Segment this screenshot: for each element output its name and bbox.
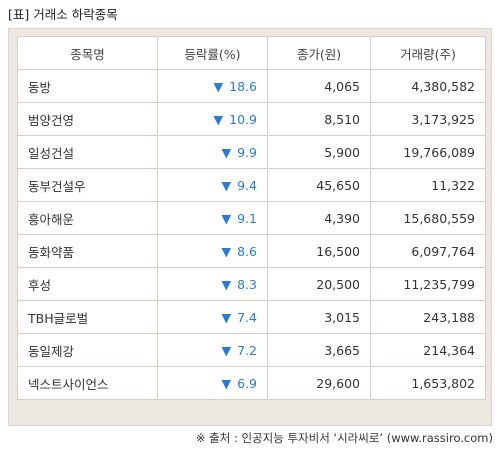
change-rate-value: 7.2 [237,342,257,358]
volume-cell: 11,235,799 [370,267,486,301]
volume-cell: 243,188 [370,300,486,334]
down-triangle-icon: ▼ [221,276,232,292]
change-rate-cell: ▼ 10.9 [157,102,268,136]
close-price-cell: 3,015 [267,300,371,334]
stock-name-cell: 흥아해운 [17,201,158,235]
table-row: 동일제강 ▼ 7.2 3,665 214,364 [17,333,486,367]
close-price-cell: 4,390 [267,201,371,235]
source-note: ※ 출처 : 인공지능 투자비서 ‘시라씨로’ (www.rassiro.com… [195,431,493,445]
stock-name-cell: TBH글로벌 [17,300,158,334]
change-rate-cell: ▼ 9.4 [157,168,268,202]
change-rate-cell: ▼ 7.2 [157,333,268,367]
table-frame: 종목명 등락률(%) 종가(원) 거래량(주) 동방 ▼ 18.6 4,065 4,38… [8,28,492,426]
volume-cell: 15,680,559 [370,201,486,235]
table-caption: [표] 거래소 하락종목 [8,7,118,22]
change-rate-value: 9.9 [237,144,257,160]
change-rate-cell: ▼ 8.3 [157,267,268,301]
volume-cell: 19,766,089 [370,135,486,169]
down-triangle-icon: ▼ [221,309,232,325]
down-triangle-icon: ▼ [213,78,224,94]
header-change: 등락률(%) [157,36,268,70]
table-row: 넥스트사이언스 ▼ 6.9 29,600 1,653,802 [17,366,486,400]
stock-name-cell: 동일제강 [17,333,158,367]
volume-cell: 214,364 [370,333,486,367]
table-row: 범양건영 ▼ 10.9 8,510 3,173,925 [17,102,486,136]
volume-cell: 11,322 [370,168,486,202]
header-row: 종목명 등락률(%) 종가(원) 거래량(주) [17,36,486,70]
close-price-cell: 20,500 [267,267,371,301]
change-rate-cell: ▼ 18.6 [157,69,268,103]
stock-name-cell: 범양건영 [17,102,158,136]
table-row: 흥아해운 ▼ 9.1 4,390 15,680,559 [17,201,486,235]
down-triangle-icon: ▼ [221,243,232,259]
down-triangle-icon: ▼ [221,375,232,391]
stock-table: 종목명 등락률(%) 종가(원) 거래량(주) 동방 ▼ 18.6 4,065 4,38… [17,36,486,400]
header-close: 종가(원) [267,36,371,70]
volume-cell: 6,097,764 [370,234,486,268]
header-volume: 거래량(주) [370,36,486,70]
change-rate-value: 7.4 [237,309,257,325]
change-rate-value: 9.1 [237,210,257,226]
stock-name-cell: 일성건설 [17,135,158,169]
close-price-cell: 3,665 [267,333,371,367]
change-rate-value: 8.6 [237,243,257,259]
stock-name-cell: 넥스트사이언스 [17,366,158,400]
header-name: 종목명 [17,36,158,70]
table-row: 동화약품 ▼ 8.6 16,500 6,097,764 [17,234,486,268]
change-rate-value: 18.6 [229,78,257,94]
change-rate-cell: ▼ 9.1 [157,201,268,235]
close-price-cell: 4,065 [267,69,371,103]
volume-cell: 1,653,802 [370,366,486,400]
change-rate-value: 8.3 [237,276,257,292]
change-rate-cell: ▼ 8.6 [157,234,268,268]
table-row: 후성 ▼ 8.3 20,500 11,235,799 [17,267,486,301]
change-rate-cell: ▼ 7.4 [157,300,268,334]
down-triangle-icon: ▼ [221,342,232,358]
volume-cell: 3,173,925 [370,102,486,136]
stock-name-cell: 동부건설우 [17,168,158,202]
down-triangle-icon: ▼ [213,111,224,127]
table-row: 동방 ▼ 18.6 4,065 4,380,582 [17,69,486,103]
table-row: 동부건설우 ▼ 9.4 45,650 11,322 [17,168,486,202]
down-triangle-icon: ▼ [221,144,232,160]
down-triangle-icon: ▼ [221,210,232,226]
change-rate-cell: ▼ 9.9 [157,135,268,169]
close-price-cell: 29,600 [267,366,371,400]
change-rate-value: 10.9 [229,111,257,127]
change-rate-value: 9.4 [237,177,257,193]
down-triangle-icon: ▼ [221,177,232,193]
close-price-cell: 16,500 [267,234,371,268]
close-price-cell: 45,650 [267,168,371,202]
close-price-cell: 5,900 [267,135,371,169]
change-rate-cell: ▼ 6.9 [157,366,268,400]
volume-cell: 4,380,582 [370,69,486,103]
table-row: TBH글로벌 ▼ 7.4 3,015 243,188 [17,300,486,334]
stock-name-cell: 후성 [17,267,158,301]
stock-name-cell: 동화약품 [17,234,158,268]
close-price-cell: 8,510 [267,102,371,136]
change-rate-value: 6.9 [237,375,257,391]
stock-name-cell: 동방 [17,69,158,103]
table-row: 일성건설 ▼ 9.9 5,900 19,766,089 [17,135,486,169]
